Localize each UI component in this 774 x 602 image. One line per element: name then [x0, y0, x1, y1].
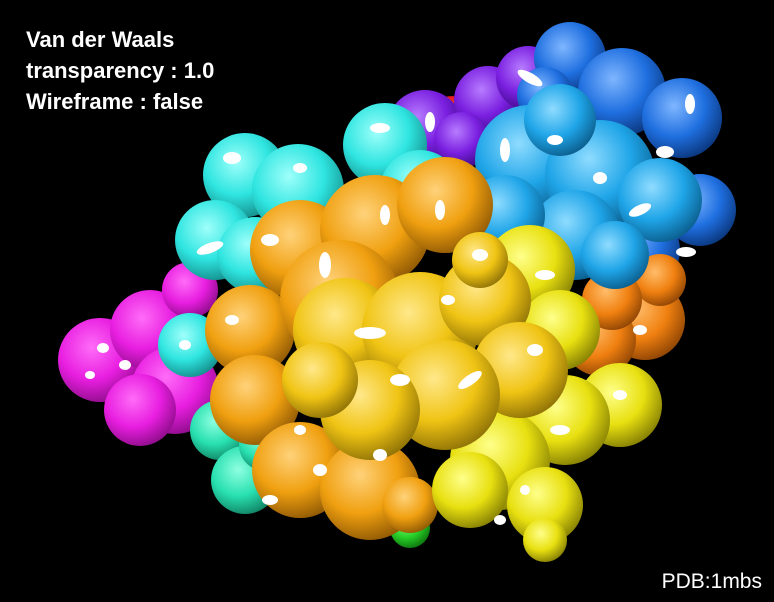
pdb-id-label: PDB:1mbs: [661, 570, 762, 593]
render-settings-overlay: Van der Waals transparency : 1.0 Wirefra…: [26, 24, 214, 117]
surface-blob-gold: [282, 232, 568, 460]
representation-label: Van der Waals: [26, 27, 175, 52]
wireframe-readout: Wireframe : false: [26, 89, 204, 114]
transparency-readout: transparency : 1.0: [26, 58, 215, 83]
specular-highlights: [85, 69, 696, 525]
